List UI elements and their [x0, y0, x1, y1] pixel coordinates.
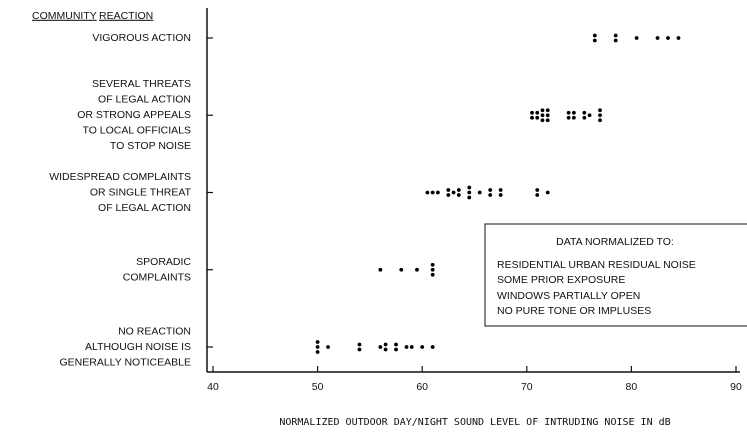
data-point [467, 185, 472, 190]
y-axis-title: REACTION [99, 10, 153, 22]
data-point [357, 347, 362, 352]
data-point [571, 115, 576, 120]
data-point [467, 190, 472, 195]
data-point [435, 190, 440, 195]
data-point [409, 345, 414, 349]
data-point [676, 36, 681, 40]
data-point [394, 342, 398, 347]
data-point [598, 113, 602, 118]
data-point [587, 113, 592, 118]
data-point [357, 342, 362, 347]
data-point [540, 113, 545, 118]
data-point [430, 272, 435, 277]
annotation-title: DATA NORMALIZED TO: [556, 236, 674, 248]
y-category-label: WIDESPREAD COMPLAINTS [49, 171, 191, 183]
x-tick-label: 80 [626, 381, 638, 393]
y-category-label: OF LEGAL ACTION [98, 94, 191, 106]
data-point [613, 33, 618, 38]
data-point [598, 108, 602, 113]
y-category-label: TO STOP NOISE [110, 140, 191, 152]
data-point [535, 115, 540, 120]
data-point [477, 190, 482, 195]
data-point [582, 115, 587, 120]
y-category-label: GENERALLY NOTICEABLE [60, 356, 192, 368]
data-point [530, 110, 534, 115]
data-point [456, 193, 461, 197]
data-point [535, 188, 540, 192]
x-tick-label: 40 [207, 381, 219, 393]
data-point [430, 345, 435, 349]
y-category-label: OF LEGAL ACTION [98, 202, 191, 214]
annotation-frame [484, 223, 747, 327]
data-point [446, 188, 451, 192]
data-point [315, 340, 320, 344]
data-point [315, 350, 320, 354]
y-category-label: TO LOCAL OFFICIALS [82, 125, 191, 137]
y-category-label: VIGOROUS ACTION [92, 32, 191, 44]
data-point [655, 36, 660, 40]
data-point [540, 118, 545, 123]
annotation-line: SOME PRIOR EXPOSURE [497, 274, 625, 286]
data-point [545, 190, 550, 195]
data-point [456, 188, 461, 192]
annotation-line: WINDOWS PARTIALLY OPEN [497, 290, 640, 302]
x-tick-label: 60 [416, 381, 428, 393]
data-point [535, 110, 540, 115]
x-tick-label: 70 [521, 381, 533, 393]
data-point [498, 188, 503, 192]
y-category-label: SPORADIC [136, 256, 191, 268]
annotation-line: RESIDENTIAL URBAN RESIDUAL NOISE [497, 259, 696, 271]
y-axis-title: COMMUNITY [32, 10, 97, 22]
data-point [545, 108, 550, 113]
data-point [467, 195, 472, 200]
data-point [378, 267, 383, 272]
y-category-label: SEVERAL THREATS [92, 78, 191, 90]
data-point [430, 190, 435, 195]
data-point [420, 345, 425, 349]
data-point [404, 345, 409, 349]
x-tick-label: 90 [730, 381, 742, 393]
data-point [425, 190, 430, 195]
data-point [430, 267, 435, 272]
data-point [545, 113, 550, 118]
data-point [315, 345, 320, 349]
data-point [488, 188, 493, 192]
y-category-label: OR STRONG APPEALS [77, 109, 191, 121]
data-point [545, 118, 550, 123]
data-point [613, 38, 618, 43]
annotation-box: DATA NORMALIZED TO: RESIDENTIAL URBAN RE… [484, 223, 747, 327]
data-point [451, 190, 456, 195]
data-point [446, 193, 451, 197]
data-point [566, 110, 571, 115]
annotation-line: NO PURE TONE OR IMPLUSES [497, 305, 651, 317]
data-point [530, 115, 534, 120]
data-point [592, 33, 597, 38]
data-point [326, 345, 330, 349]
y-category-label: NO REACTION [118, 325, 191, 337]
data-point [540, 108, 545, 113]
data-point [666, 36, 670, 40]
data-point [415, 267, 419, 272]
data-point [498, 193, 503, 197]
data-point [582, 110, 587, 115]
data-point [399, 267, 404, 272]
data-point [383, 342, 388, 347]
x-axis-label: NORMALIZED OUTDOOR DAY/NIGHT SOUND LEVEL… [279, 417, 670, 428]
x-tick-label: 50 [312, 381, 324, 393]
y-category-label: OR SINGLE THREAT [90, 186, 192, 198]
data-point [535, 193, 540, 197]
data-point [378, 345, 383, 349]
data-point [430, 262, 435, 267]
data-point [634, 36, 639, 40]
data-point [383, 347, 388, 352]
data-point [598, 118, 602, 123]
data-point [488, 193, 493, 197]
y-category-label: COMPLAINTS [123, 271, 191, 283]
data-point [592, 38, 597, 43]
data-point [566, 115, 571, 120]
data-point [571, 110, 576, 115]
y-category-label: ALTHOUGH NOISE IS [85, 341, 191, 353]
data-point [394, 347, 398, 352]
